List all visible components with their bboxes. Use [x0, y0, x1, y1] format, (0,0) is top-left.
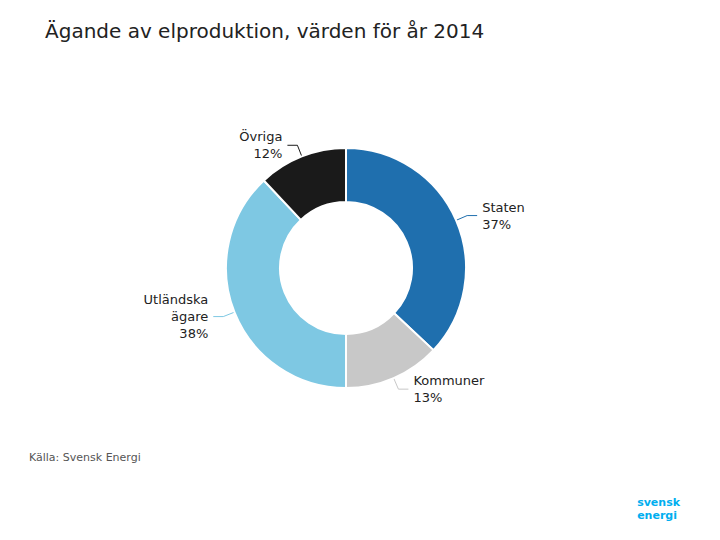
- svg-text:Ägande av elproduktion, värden: Ägande av elproduktion, värden för år 20…: [45, 19, 484, 43]
- svg-text:37%: 37%: [482, 217, 511, 232]
- svg-text:38%: 38%: [179, 326, 208, 341]
- svg-text:svensk: svensk: [637, 496, 681, 509]
- svg-text:ägare: ägare: [171, 309, 208, 324]
- svg-text:Övriga: Övriga: [239, 128, 282, 144]
- svg-text:Utländska: Utländska: [144, 292, 209, 307]
- svg-text:Staten: Staten: [482, 200, 525, 215]
- svg-text:energi: energi: [637, 509, 677, 522]
- svg-text:Kommuner: Kommuner: [413, 373, 485, 388]
- svg-text:12%: 12%: [254, 146, 283, 161]
- svg-text:Källa: Svensk Energi: Källa: Svensk Energi: [29, 451, 141, 464]
- svg-text:13%: 13%: [413, 390, 442, 405]
